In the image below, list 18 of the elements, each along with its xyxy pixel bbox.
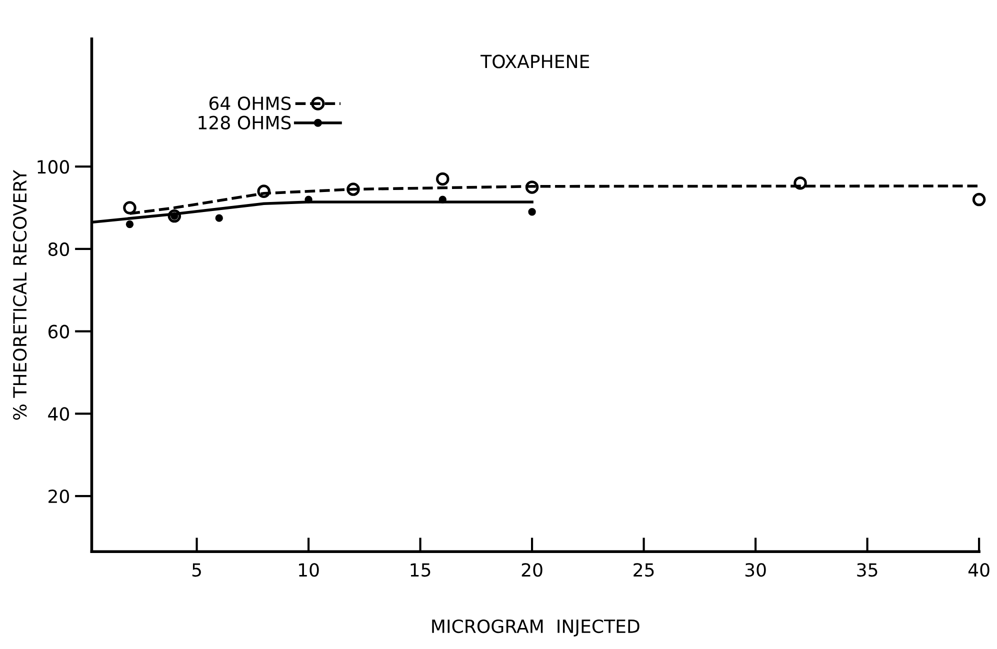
y-axis-title: % THEORETICAL RECOVERY (13, 170, 27, 420)
legend-label: 64 OHMS (209, 96, 291, 110)
legend-label: 128 OHMS (198, 116, 291, 130)
x-tick-label: 35 (857, 563, 878, 577)
y-tick-label: 80 (48, 242, 69, 256)
x-tick-label: 25 (634, 563, 654, 577)
y-tick-label: 40 (48, 407, 69, 421)
x-tick-label: 20 (522, 563, 542, 577)
x-tick-label: 30 (745, 563, 766, 577)
x-tick-label: 10 (299, 563, 319, 577)
text: TOXAPHENE (480, 54, 590, 68)
y-tick-label: 60 (48, 324, 69, 338)
y-tick-label: 100 (38, 160, 69, 174)
x-tick-label: 15 (410, 563, 430, 577)
x-tick-label: 40 (968, 563, 990, 577)
x-axis-title: MICROGRAM INJECTED (432, 619, 640, 636)
x-tick-label: 5 (192, 563, 201, 577)
y-tick-label: 20 (48, 490, 69, 504)
